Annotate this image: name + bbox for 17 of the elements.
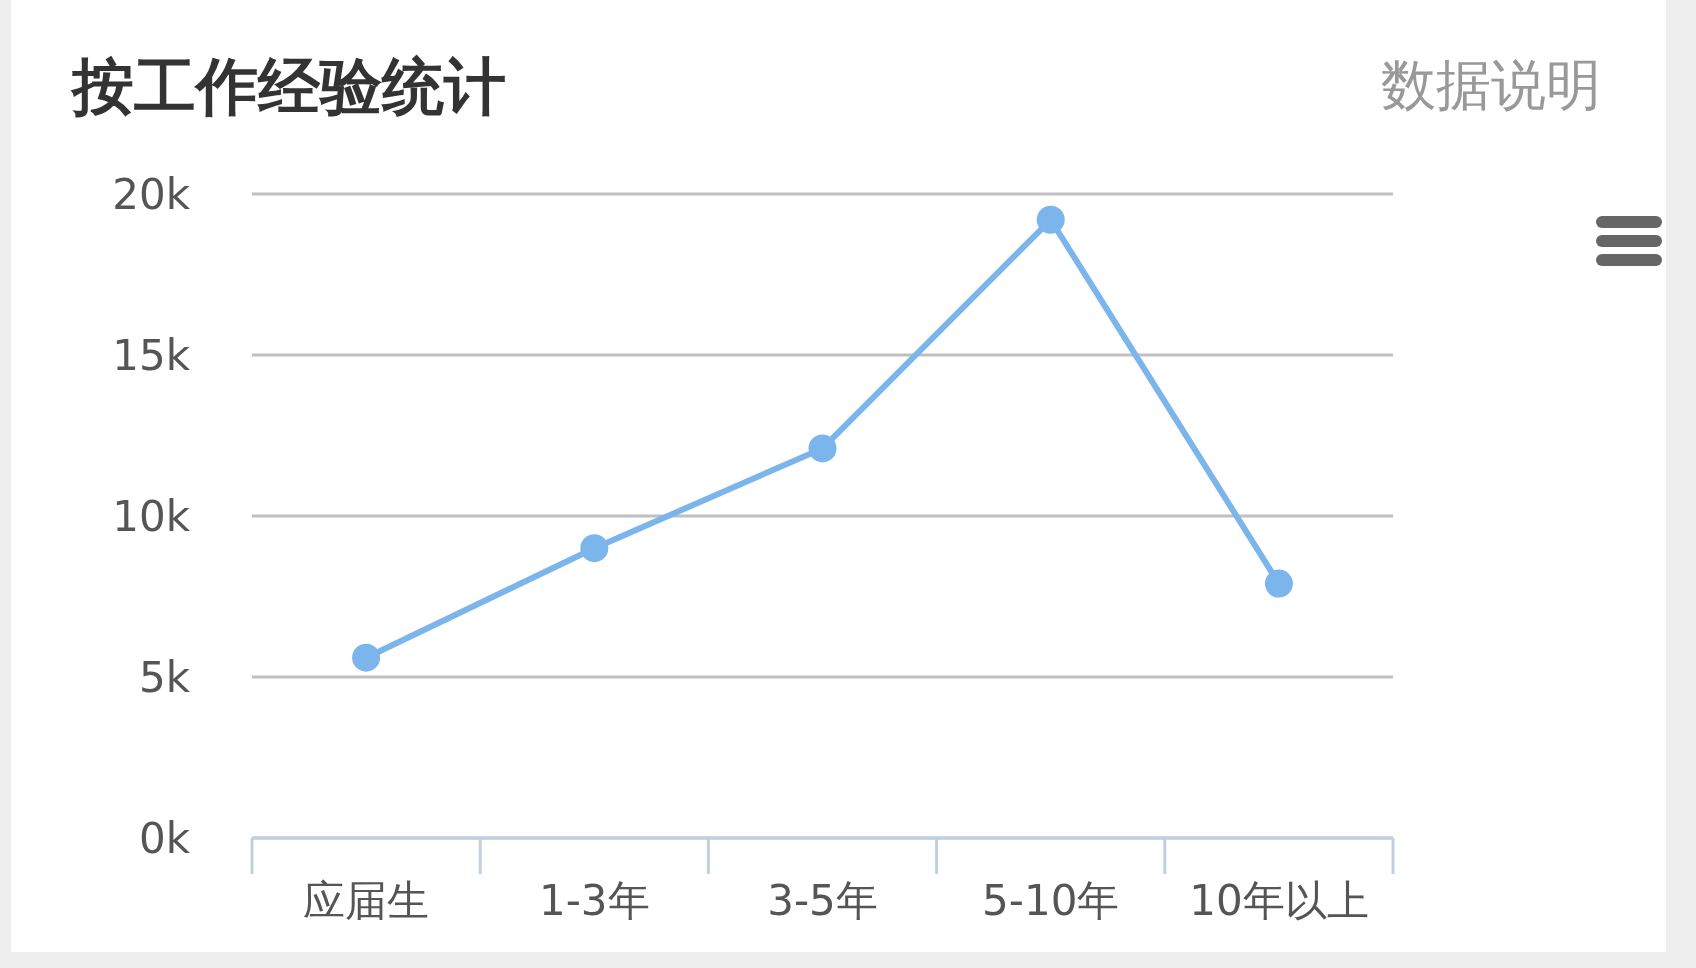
x-tick-label: 10年以上 — [1189, 876, 1369, 925]
x-tick-label: 1-3年 — [539, 876, 650, 925]
y-tick-label: 10k — [112, 492, 191, 541]
x-tick-label: 3-5年 — [767, 876, 878, 925]
y-tick-label: 20k — [112, 170, 191, 219]
x-tick-label: 5-10年 — [982, 876, 1120, 925]
title: 按工作经验统计 — [72, 50, 506, 123]
point — [352, 643, 381, 672]
point — [808, 434, 837, 463]
point — [580, 534, 609, 563]
x-tick-label: 应届生 — [303, 876, 430, 925]
y-tick-label: 0k — [138, 814, 191, 863]
y-tick-label: 5k — [138, 653, 191, 702]
y-tick-label: 15k — [112, 331, 191, 380]
point — [1264, 569, 1293, 598]
point — [1036, 205, 1065, 234]
annotation: 数据说明 — [1381, 53, 1601, 117]
